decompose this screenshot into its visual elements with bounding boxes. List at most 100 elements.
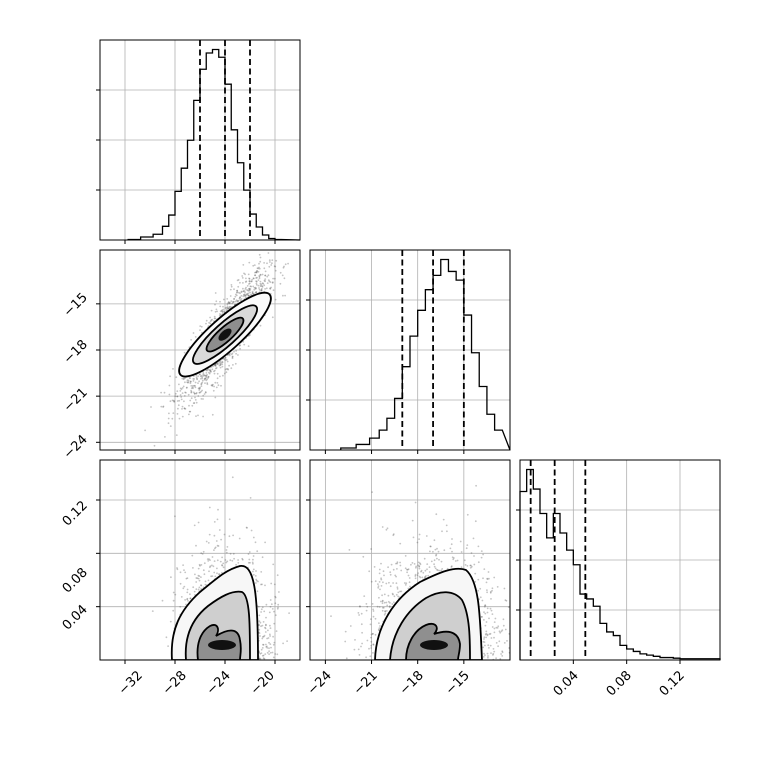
scatter-point (176, 400, 179, 402)
scatter-point (196, 377, 198, 380)
scatter-point (386, 527, 389, 530)
scatter-point (186, 386, 188, 389)
scatter-point (384, 612, 387, 615)
scatter-point (218, 529, 221, 531)
scatter-point (258, 277, 261, 280)
scatter-point (265, 287, 268, 290)
scatter-point (199, 375, 202, 378)
scatter-point (199, 564, 201, 567)
scatter-point (191, 386, 194, 388)
scatter-point (183, 400, 185, 403)
scatter-point (260, 571, 263, 573)
scatter-point (459, 540, 462, 543)
scatter-point (500, 630, 503, 633)
scatter-point (261, 556, 264, 559)
scatter-point (370, 640, 373, 643)
scatter-point (177, 407, 179, 410)
scatter-point (450, 543, 453, 546)
scatter-point (491, 626, 494, 628)
scatter-point (201, 379, 204, 382)
scatter-point (268, 611, 271, 614)
scatter-point (240, 290, 243, 293)
scatter-point (235, 352, 238, 355)
scatter-point (366, 605, 369, 608)
scatter-point (218, 573, 220, 575)
scatter-point (196, 378, 199, 381)
scatter-point (169, 620, 172, 623)
scatter-point (224, 357, 227, 359)
scatter-point (252, 536, 255, 539)
scatter-point (216, 362, 218, 365)
scatter-point (209, 565, 212, 567)
panel-frame (99, 249, 301, 451)
scatter-point (272, 563, 275, 566)
scatter-point (269, 651, 272, 654)
scatter-point (219, 366, 222, 369)
scatter-point (267, 252, 270, 254)
scatter-point (377, 583, 379, 585)
scatter-point (180, 396, 183, 398)
scatter-point (422, 571, 425, 574)
scatter-point (208, 558, 210, 560)
scatter-point (214, 546, 217, 549)
scatter-point (253, 286, 256, 289)
scatter-point (247, 273, 250, 276)
scatter-point (258, 624, 260, 626)
scatter-point (240, 291, 243, 293)
scatter-point (228, 353, 231, 356)
scatter-point (246, 527, 248, 529)
scatter-point (170, 576, 172, 579)
scatter-point (450, 565, 453, 568)
scatter-point (214, 364, 217, 367)
scatter-point (216, 310, 219, 313)
scatter-point (210, 309, 213, 312)
scatter-point (264, 631, 267, 633)
scatter-point (238, 344, 241, 347)
scatter-point (349, 625, 352, 627)
scatter-point (416, 541, 419, 544)
scatter-point (437, 569, 439, 572)
scatter-point (484, 604, 487, 606)
scatter-point (330, 615, 332, 617)
scatter-point (231, 476, 234, 479)
scatter-point (198, 387, 201, 390)
scatter-point (207, 560, 210, 562)
scatter-point (183, 407, 186, 410)
scatter-point (252, 277, 255, 280)
scatter-point (372, 610, 375, 612)
scatter-point (228, 354, 231, 357)
scatter-point (371, 491, 373, 493)
scatter-point (434, 567, 437, 570)
scatter-point (414, 577, 417, 580)
scatter-point (393, 595, 396, 598)
scatter-point (231, 352, 234, 355)
scatter-point (441, 568, 444, 570)
scatter-point (225, 551, 228, 554)
scatter-point (251, 292, 254, 295)
scatter-point (244, 294, 247, 297)
scatter-point (176, 390, 179, 393)
scatter-point (217, 384, 220, 387)
scatter-point (179, 605, 182, 608)
scatter-point (215, 300, 218, 303)
scatter-point (247, 345, 250, 347)
scatter-point (381, 526, 384, 528)
scatter-point (219, 305, 222, 308)
scatter-point (208, 321, 211, 324)
scatter-point (222, 298, 225, 301)
scatter-point (190, 387, 193, 390)
scatter-point (451, 556, 454, 559)
scatter-point (408, 581, 411, 584)
scatter-point (179, 582, 182, 585)
scatter-point (243, 343, 246, 346)
scatter-point (271, 316, 274, 319)
scatter-point (460, 566, 463, 569)
scatter-point (198, 579, 201, 582)
scatter-point (255, 291, 258, 293)
scatter-point (230, 300, 233, 302)
scatter-point (257, 267, 260, 270)
scatter-point (179, 571, 182, 574)
scatter-point (261, 286, 264, 288)
scatter-point (224, 356, 227, 359)
scatter-point (426, 563, 429, 565)
